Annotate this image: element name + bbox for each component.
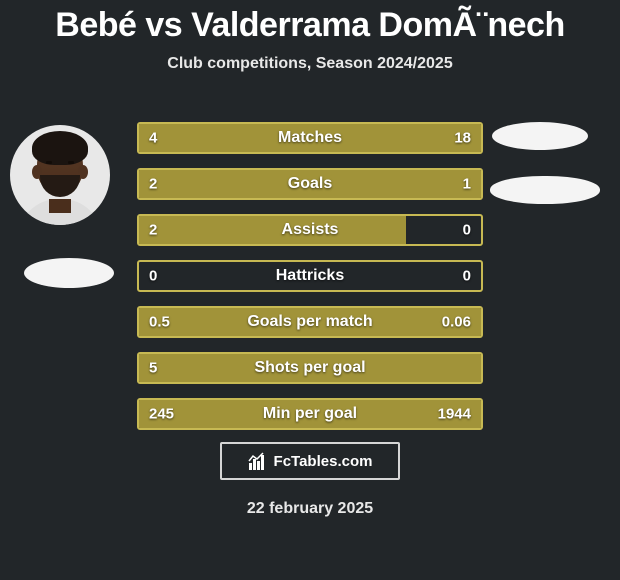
stat-row: 418Matches bbox=[137, 122, 483, 154]
stat-label: Goals bbox=[139, 175, 481, 193]
player-right-flag bbox=[490, 176, 600, 204]
player-left-avatar bbox=[10, 125, 110, 225]
stat-row: 00Hattricks bbox=[137, 260, 483, 292]
stat-row: 21Goals bbox=[137, 168, 483, 200]
stats-bars: 418Matches 21Goals 20Assists 00Hattricks 0.5… bbox=[137, 122, 483, 444]
stat-label: Assists bbox=[139, 221, 481, 239]
stat-row: 20Assists bbox=[137, 214, 483, 246]
page-subtitle: Club competitions, Season 2024/2025 bbox=[0, 55, 620, 73]
brand-logo-icon bbox=[248, 451, 268, 471]
stat-row: 0.50.06Goals per match bbox=[137, 306, 483, 338]
stat-label: Shots per goal bbox=[139, 359, 481, 377]
stat-label: Hattricks bbox=[139, 267, 481, 285]
stat-row: 2451944Min per goal bbox=[137, 398, 483, 430]
player-left-flag bbox=[24, 258, 114, 288]
brand-box: FcTables.com bbox=[220, 442, 400, 480]
brand-text: FcTables.com bbox=[274, 453, 373, 470]
stat-label: Matches bbox=[139, 129, 481, 147]
stat-row: 5Shots per goal bbox=[137, 352, 483, 384]
date-label: 22 february 2025 bbox=[0, 500, 620, 518]
player-right-avatar-placeholder bbox=[492, 122, 588, 150]
stat-label: Goals per match bbox=[139, 313, 481, 331]
stat-label: Min per goal bbox=[139, 405, 481, 423]
page-title: Bebé vs Valderrama DomÃ¨nech bbox=[0, 0, 620, 45]
